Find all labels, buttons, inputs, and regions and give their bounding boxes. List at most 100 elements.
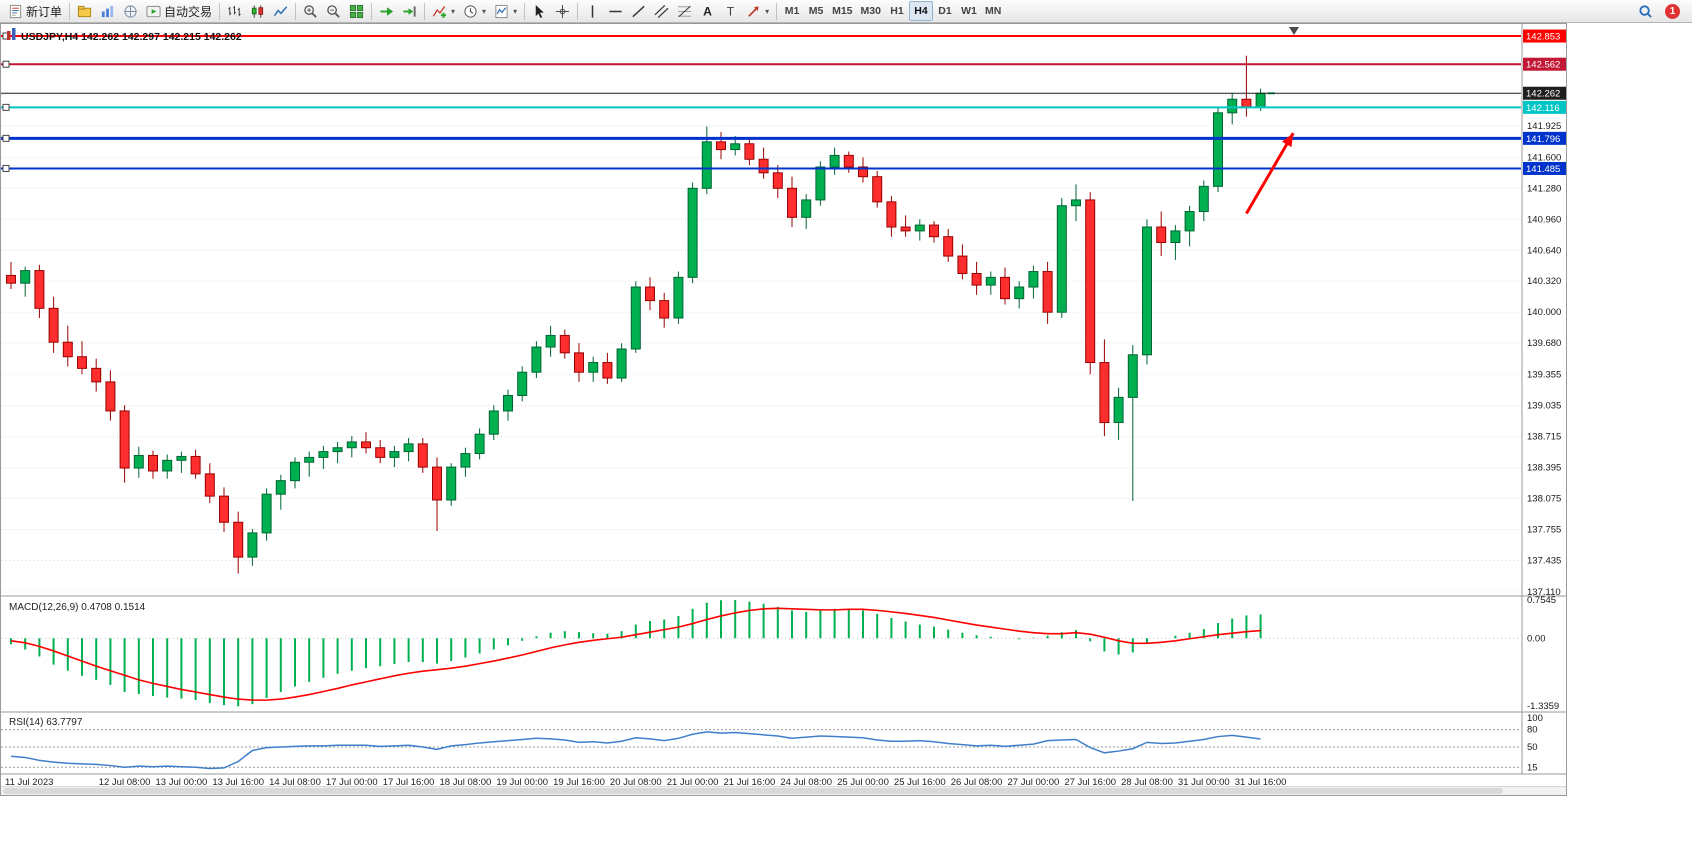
crosshair-icon (556, 4, 570, 18)
timeframe-h4[interactable]: H4 (908, 1, 933, 21)
candle-up (403, 443, 414, 453)
vertical-line-button[interactable] (581, 1, 604, 21)
candle-down (375, 447, 386, 458)
market-watch-icon (101, 5, 114, 17)
candle-up (346, 441, 357, 449)
chart-canvas[interactable]: 141.925 141.600 141.280 140.960 140.640 140.3… (1, 24, 1566, 786)
time-label: 20 Jul 08:00 (610, 777, 662, 786)
candle-up (687, 187, 698, 278)
line-handle[interactable] (2, 134, 10, 142)
candle-up (290, 461, 300, 482)
autotrading-button-label: 自动交易 (164, 4, 213, 19)
label-icon: T (727, 4, 735, 18)
price-tick-label: 139.680 (1527, 338, 1561, 349)
timeframe-mn[interactable]: MN (984, 5, 1002, 17)
navigator-icon (124, 4, 137, 18)
toolbar-divider (69, 2, 71, 20)
price-badge-label: 141.485 (1526, 164, 1560, 175)
time-label: 13 Jul 16:00 (212, 777, 264, 786)
profiles-button[interactable] (73, 1, 96, 21)
candle-down (1000, 276, 1010, 300)
bar-chart-button[interactable] (223, 1, 246, 21)
notification-badge[interactable]: 1 (1665, 3, 1680, 19)
price-tick-label: 141.925 (1527, 121, 1561, 132)
price-badge (1523, 161, 1566, 175)
new-order-icon (9, 4, 22, 18)
time-label: 12 Jul 08:00 (99, 777, 151, 786)
price-badge (1523, 131, 1566, 145)
dropdown-caret-icon: ▾ (513, 6, 518, 16)
candle-up (1142, 226, 1152, 356)
macd-axis-label: 0.7545 (1527, 595, 1556, 606)
candle-down (233, 521, 244, 558)
price-tick-label: 140.960 (1527, 214, 1561, 225)
new-order-button[interactable]: 新订单 (4, 1, 66, 21)
macd-axis-label: -1.3359 (1527, 701, 1559, 712)
candle-down (417, 443, 428, 468)
candle-down (204, 473, 215, 497)
annotation-arrowhead[interactable] (1281, 133, 1294, 148)
trendline-button[interactable] (627, 1, 650, 21)
templates-button[interactable]: ▾ (490, 1, 521, 21)
candle-up (389, 451, 400, 458)
price-tick-label: 138.075 (1527, 494, 1561, 505)
search-button[interactable] (1634, 1, 1657, 21)
candle-down (574, 352, 584, 373)
timeframe-h1[interactable]: H1 (890, 5, 904, 17)
time-label: 13 Jul 00:00 (156, 777, 208, 786)
line-handle[interactable] (2, 60, 10, 68)
annotation-arrow[interactable] (1245, 132, 1295, 215)
line-handle[interactable] (2, 164, 10, 172)
fibonacci-button[interactable] (673, 1, 696, 21)
zoom-in-button[interactable] (299, 1, 322, 21)
navigator-button[interactable] (119, 1, 142, 21)
candle-down (900, 226, 911, 232)
line-handle[interactable] (2, 103, 10, 111)
price-tick-label: 140.320 (1527, 276, 1561, 287)
timeframe-m5[interactable]: M5 (808, 5, 824, 17)
candle-up (985, 276, 996, 286)
arrows-button[interactable]: ▾ (742, 1, 773, 21)
candlestick-chart-button[interactable] (246, 1, 269, 21)
toolbar-right: 1 (1634, 1, 1688, 21)
timeframe-m15[interactable]: M15 (832, 5, 853, 17)
crosshair-button[interactable] (551, 1, 574, 21)
price-tick-label: 141.600 (1527, 152, 1561, 163)
time-label: 24 Jul 08:00 (780, 777, 832, 786)
candle-up (730, 143, 741, 151)
horizontal-scrollbar[interactable] (1, 786, 1566, 795)
candle-down (971, 272, 982, 286)
autotrading-button[interactable]: 自动交易 (142, 1, 216, 21)
tile-windows-button[interactable] (345, 1, 368, 21)
line-chart-button[interactable] (269, 1, 292, 21)
candle-down (148, 454, 158, 472)
time-label: 18 Jul 08:00 (440, 777, 492, 786)
equidistant-channel-button[interactable] (650, 1, 673, 21)
timeframe-d1[interactable]: D1 (938, 5, 952, 17)
scrollbar-thumb[interactable] (3, 788, 1503, 794)
candle-up (460, 453, 471, 468)
new-order-button-label: 新订单 (26, 4, 63, 19)
text-icon: A (703, 4, 712, 18)
text-button[interactable]: A (696, 1, 719, 21)
cursor-button[interactable] (528, 1, 551, 21)
timeframe-m1[interactable]: M1 (784, 5, 800, 17)
chart-window: 141.925 141.600 141.280 140.960 140.640 140.3… (0, 23, 1567, 796)
autotrading-icon (146, 5, 161, 17)
chart-title-icon (12, 28, 16, 40)
text-label-button[interactable]: T (719, 1, 742, 21)
zoom-out-button[interactable] (322, 1, 345, 21)
timeframe-m30[interactable]: M30 (860, 5, 881, 17)
time-label: 31 Jul 00:00 (1178, 777, 1230, 786)
indicators-button[interactable]: ▾ (428, 1, 459, 21)
timeframe-w1[interactable]: W1 (961, 5, 977, 17)
auto-scroll-button[interactable] (375, 1, 398, 21)
periods-button[interactable]: ▾ (459, 1, 490, 21)
candle-down (602, 362, 613, 379)
chart-shift-button[interactable] (398, 1, 421, 21)
horizontal-line-button[interactable] (604, 1, 627, 21)
candle-up (1255, 92, 1266, 108)
market-watch-button[interactable] (96, 1, 119, 21)
chart-shift-marker (1289, 27, 1299, 35)
chart-shift-icon (403, 5, 416, 17)
